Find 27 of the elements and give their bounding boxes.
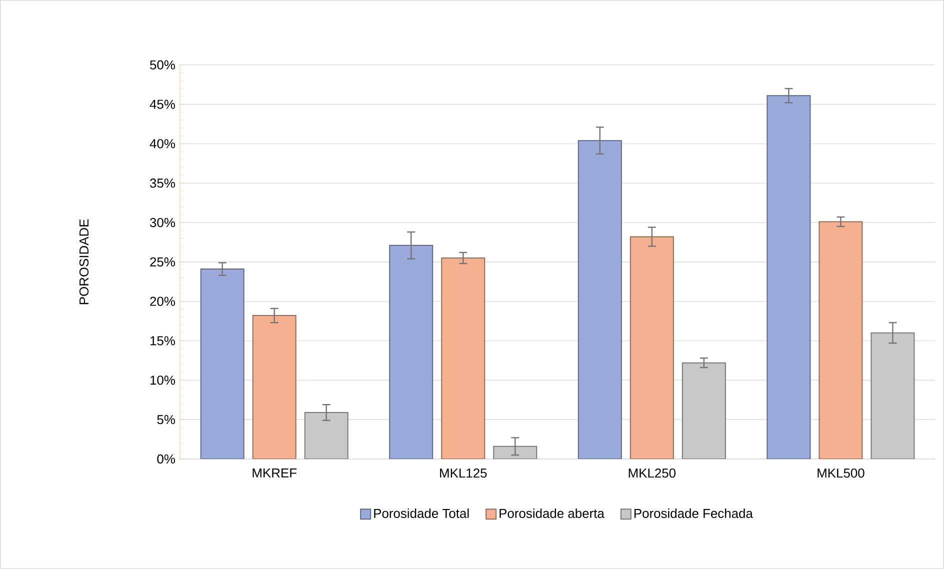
bar (766, 95, 811, 460)
x-tick-label: MKL500 (818, 468, 864, 478)
bar (818, 221, 863, 460)
bar (578, 140, 622, 460)
x-tick-label: MKL250 (628, 468, 676, 478)
y-tick-label: 50% (150, 60, 175, 70)
y-tick-label: 25% (150, 257, 175, 267)
bar (630, 236, 674, 460)
y-tick-label: 15% (150, 336, 175, 346)
y-tick-label: 45% (150, 100, 175, 109)
legend-label: Porosidade aberta (500, 508, 604, 518)
legend-label: Porosidade Fechada (634, 508, 753, 518)
y-tick-label: 0% (157, 454, 175, 464)
y-tick-label: 35% (150, 178, 175, 188)
bar (389, 244, 434, 460)
y-tick-label: 5% (157, 415, 175, 424)
y-tick-label: 30% (150, 218, 175, 228)
y-axis-title: POROSIDADE (79, 219, 89, 304)
y-tick-label: 40% (150, 139, 175, 148)
y-tick-label: 10% (150, 376, 175, 385)
x-tick-label: MKL125 (440, 468, 487, 478)
bar (441, 258, 486, 460)
legend-label: Porosidade Total (374, 508, 469, 518)
y-tick-label: 20% (150, 296, 175, 306)
bar (200, 268, 244, 460)
bar (252, 315, 296, 460)
x-tick-label: MKREF (252, 468, 296, 478)
